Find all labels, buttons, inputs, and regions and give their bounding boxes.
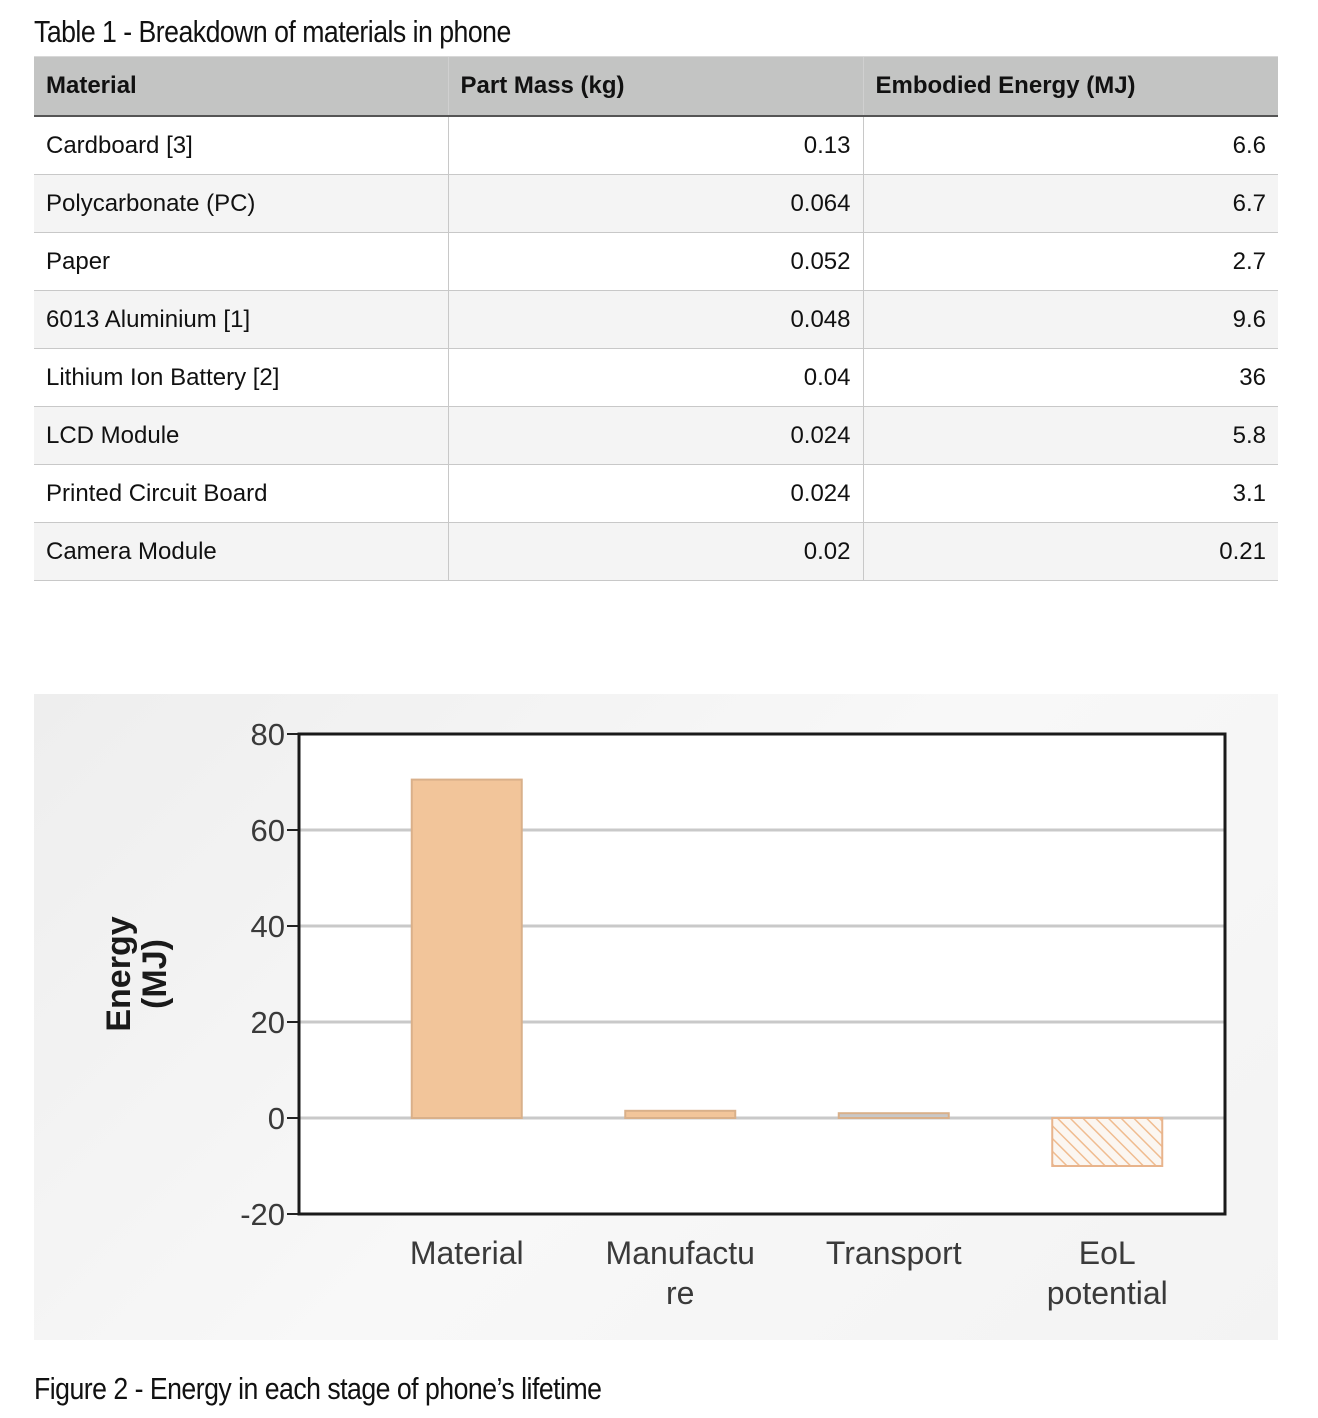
cell-part-mass: 0.024: [447, 406, 863, 465]
figure-caption: Figure 2 - Energy in each stage of phone…: [34, 1371, 602, 1406]
energy-chart-panel: 80 60 40 20 0 -20 Material Manufactu re Transport…: [34, 694, 1278, 1340]
cell-material: 6013 Aluminium [1]: [34, 290, 448, 349]
column-header-part-mass: Part Mass (kg): [447, 56, 863, 117]
cell-material: LCD Module: [34, 406, 448, 465]
table-row: LCD Module 0.024 5.8: [34, 406, 1278, 465]
bar: [410, 778, 523, 1119]
cell-part-mass: 0.04: [447, 348, 863, 407]
cell-material: Polycarbonate (PC): [34, 174, 448, 233]
energy-bar-chart: 80 60 40 20 0 -20 Material Manufactu re Transport…: [100, 717, 1227, 1311]
cell-material: Camera Module: [34, 522, 448, 581]
cell-material: Lithium Ion Battery [2]: [34, 348, 448, 407]
cell-embodied-energy: 5.8: [862, 406, 1278, 465]
y-tick-label: 20: [251, 1005, 285, 1040]
x-tick-label: EoL: [1079, 1235, 1136, 1271]
cell-embodied-energy: 6.7: [862, 174, 1278, 233]
x-tick-label: potential: [1047, 1275, 1168, 1311]
bar: [837, 1112, 950, 1120]
cell-material: Cardboard [3]: [34, 116, 448, 175]
table-caption: Table 1 - Breakdown of materials in phon…: [34, 14, 511, 49]
table-row: Polycarbonate (PC) 0.064 6.7: [34, 174, 1278, 233]
y-tick-label: 60: [251, 813, 285, 848]
table-row: Printed Circuit Board 0.024 3.1: [34, 464, 1278, 523]
cell-part-mass: 0.024: [447, 464, 863, 523]
cell-material: Paper: [34, 232, 448, 291]
x-tick-label: Material: [410, 1235, 524, 1271]
y-tick-label: 0: [268, 1101, 285, 1136]
y-tick-label: 80: [251, 717, 285, 752]
y-axis-title: Energy: [100, 916, 138, 1031]
x-tick-label: re: [666, 1275, 694, 1311]
table-row: Lithium Ion Battery [2] 0.04 36: [34, 348, 1278, 407]
cell-part-mass: 0.064: [447, 174, 863, 233]
materials-table: Material Part Mass (kg) Embodied Energy …: [34, 56, 1278, 581]
cell-embodied-energy: 3.1: [862, 464, 1278, 523]
cell-material: Printed Circuit Board: [34, 464, 448, 523]
y-axis-title: (MJ): [136, 939, 174, 1009]
cell-embodied-energy: 9.6: [862, 290, 1278, 349]
cell-embodied-energy: 36: [862, 348, 1278, 407]
cell-part-mass: 0.048: [447, 290, 863, 349]
bar: [1051, 1117, 1164, 1167]
cell-part-mass: 0.13: [447, 116, 863, 175]
column-header-material: Material: [34, 56, 448, 117]
cell-part-mass: 0.02: [447, 522, 863, 581]
table-row: 6013 Aluminium [1] 0.048 9.6: [34, 290, 1278, 349]
cell-embodied-energy: 2.7: [862, 232, 1278, 291]
table-row: Paper 0.052 2.7: [34, 232, 1278, 291]
x-tick-label: Transport: [826, 1235, 962, 1271]
bar: [624, 1109, 737, 1119]
y-tick-label: 40: [251, 909, 285, 944]
y-tick-label: -20: [240, 1197, 285, 1232]
table-header-row: Material Part Mass (kg) Embodied Energy …: [34, 56, 1278, 117]
x-tick-label: Manufactu: [606, 1235, 755, 1271]
column-header-embodied-energy: Embodied Energy (MJ): [862, 56, 1278, 117]
cell-embodied-energy: 0.21: [862, 522, 1278, 581]
cell-embodied-energy: 6.6: [862, 116, 1278, 175]
table-row: Camera Module 0.02 0.21: [34, 522, 1278, 581]
cell-part-mass: 0.052: [447, 232, 863, 291]
table-row: Cardboard [3] 0.13 6.6: [34, 116, 1278, 175]
plot-frame: [297, 732, 1227, 1216]
